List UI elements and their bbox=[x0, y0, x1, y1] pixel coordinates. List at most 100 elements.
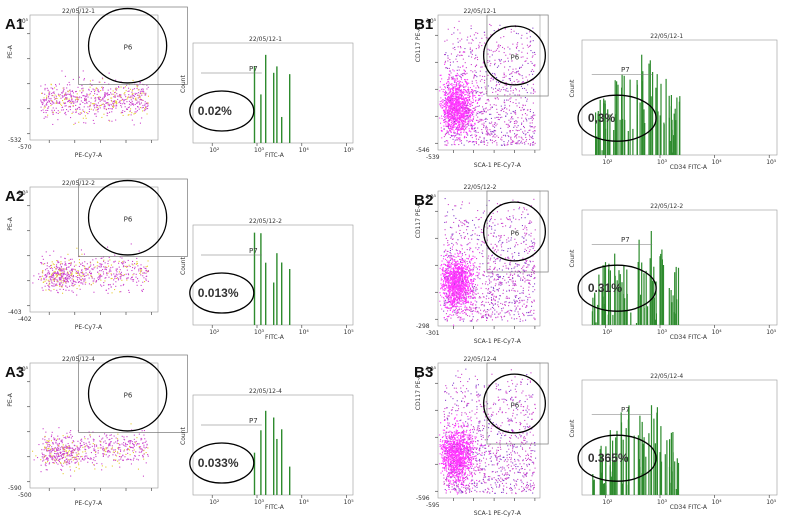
scatter-frame bbox=[29, 14, 159, 141]
histogram-bar bbox=[597, 304, 599, 325]
gate-label: P7 bbox=[621, 236, 630, 244]
gate-circle bbox=[577, 94, 657, 142]
histogram-bar bbox=[623, 265, 625, 325]
x-axis-label: SCA-1 PE-Cy7-A bbox=[474, 510, 522, 517]
histogram-bar bbox=[643, 109, 645, 155]
gate-circle bbox=[189, 442, 255, 484]
x-axis-label: PE-Cy7-A bbox=[75, 324, 103, 331]
histogram-bar bbox=[659, 256, 661, 325]
histogram-title: 22/05/12-2 bbox=[650, 203, 683, 210]
histogram-bar bbox=[644, 123, 646, 155]
histogram-bar bbox=[627, 140, 629, 155]
histogram-bar bbox=[663, 124, 665, 155]
histogram-bar bbox=[648, 63, 650, 155]
x-tick-left: -539 bbox=[426, 154, 440, 161]
histogram-bar bbox=[273, 282, 275, 325]
y-tick-top: 10⁵ bbox=[18, 190, 29, 197]
x-axis-label: CD34 FITC-A bbox=[670, 334, 708, 341]
panel-label: A1 bbox=[5, 16, 24, 33]
histogram-bar bbox=[621, 483, 623, 495]
histogram-bar bbox=[616, 81, 618, 155]
histogram-bar bbox=[643, 437, 645, 495]
histogram-bar bbox=[624, 298, 626, 325]
histogram-bar bbox=[672, 295, 674, 325]
histogram-bar bbox=[650, 231, 652, 325]
histogram-bar bbox=[598, 114, 600, 155]
scatter-panel-b1: B1 22/05/12-1 P6 CD117 PE-A SCA-1 PE-Cy7-A -5… bbox=[414, 8, 549, 169]
scatter-dots bbox=[32, 243, 149, 296]
histogram-bar bbox=[281, 116, 283, 143]
histogram-bar bbox=[675, 489, 677, 495]
histogram-bar bbox=[594, 294, 596, 325]
histogram-bar bbox=[601, 472, 603, 495]
histogram-bar bbox=[670, 309, 672, 325]
scatter-panel-b2: B2 22/05/12-2 P6 CD117 PE-A SCA-1 PE-Cy7-A -2… bbox=[414, 184, 549, 345]
histogram-bar bbox=[655, 281, 657, 325]
histogram-bar bbox=[598, 274, 600, 325]
x-tick-left: -595 bbox=[426, 502, 440, 509]
histogram-bar bbox=[677, 463, 680, 495]
histogram-bar bbox=[629, 79, 631, 155]
histogram-bars bbox=[591, 231, 680, 325]
y-axis-label: PE-A bbox=[7, 392, 14, 406]
histogram-bar bbox=[652, 280, 654, 325]
histogram-bar bbox=[592, 474, 594, 495]
percent-label: 0,3% bbox=[588, 111, 616, 125]
histogram-bar bbox=[592, 297, 594, 325]
histogram-bar bbox=[273, 417, 275, 495]
histogram-bar bbox=[260, 430, 262, 495]
gate-rectangle bbox=[486, 362, 549, 445]
histogram-bar bbox=[601, 289, 603, 325]
histogram-bar bbox=[661, 249, 663, 325]
histogram-bar bbox=[656, 407, 658, 495]
x-tick-label: 10² bbox=[209, 499, 220, 506]
histogram-bar bbox=[593, 489, 595, 495]
histogram-bar bbox=[614, 253, 616, 325]
percent-label: 0.013% bbox=[198, 286, 239, 300]
x-tick-label: 10⁴ bbox=[712, 329, 723, 336]
histogram-bar bbox=[601, 150, 603, 155]
y-axis-label: Count bbox=[180, 427, 187, 445]
histogram-bar bbox=[253, 66, 256, 143]
x-axis-label: CD34 FITC-A bbox=[670, 164, 708, 171]
histogram-bar bbox=[621, 118, 624, 155]
histogram-bar bbox=[670, 95, 672, 155]
scatter-dots bbox=[439, 198, 536, 326]
y-tick-bottom: -596 bbox=[416, 495, 430, 502]
histogram-bar bbox=[648, 433, 650, 495]
histogram-bar bbox=[603, 303, 606, 325]
x-tick-label: 10³ bbox=[254, 499, 265, 506]
histogram-bar bbox=[613, 460, 615, 495]
x-tick-label: 10² bbox=[602, 499, 613, 506]
histogram-bar bbox=[673, 135, 675, 155]
histogram-bar bbox=[260, 94, 262, 143]
histogram-bar bbox=[612, 314, 614, 325]
gate-label: P6 bbox=[124, 44, 133, 52]
x-tick-label: 10⁴ bbox=[299, 499, 310, 506]
histogram-bar bbox=[281, 262, 283, 325]
scatter-title: 22/05/12-1 bbox=[464, 8, 497, 15]
histogram-frame bbox=[581, 209, 778, 326]
histogram-bar bbox=[643, 273, 645, 325]
y-tick-bottom: -532 bbox=[8, 137, 22, 144]
y-axis-label: CD117 PE-A bbox=[415, 202, 422, 239]
histogram-bar bbox=[609, 270, 611, 325]
y-axis-label: Count bbox=[569, 249, 576, 267]
histogram-bar bbox=[614, 80, 616, 155]
histogram-bar bbox=[276, 438, 278, 495]
histogram-bar bbox=[645, 270, 647, 325]
scatter-title: 22/05/12-2 bbox=[464, 184, 497, 191]
gate-circle bbox=[87, 7, 168, 84]
histogram-bar bbox=[641, 421, 643, 495]
histogram-bar bbox=[632, 128, 634, 155]
panel-label: A3 bbox=[5, 364, 24, 381]
histogram-bar bbox=[653, 418, 655, 495]
gate-label: P6 bbox=[511, 402, 520, 410]
y-tick-top: 10⁵ bbox=[18, 18, 29, 25]
y-axis-label: Count bbox=[180, 257, 187, 275]
x-tick-left: -570 bbox=[18, 144, 32, 151]
histogram-bar bbox=[626, 293, 628, 325]
x-tick-label: 10² bbox=[209, 147, 220, 154]
histogram-bar bbox=[674, 461, 676, 495]
